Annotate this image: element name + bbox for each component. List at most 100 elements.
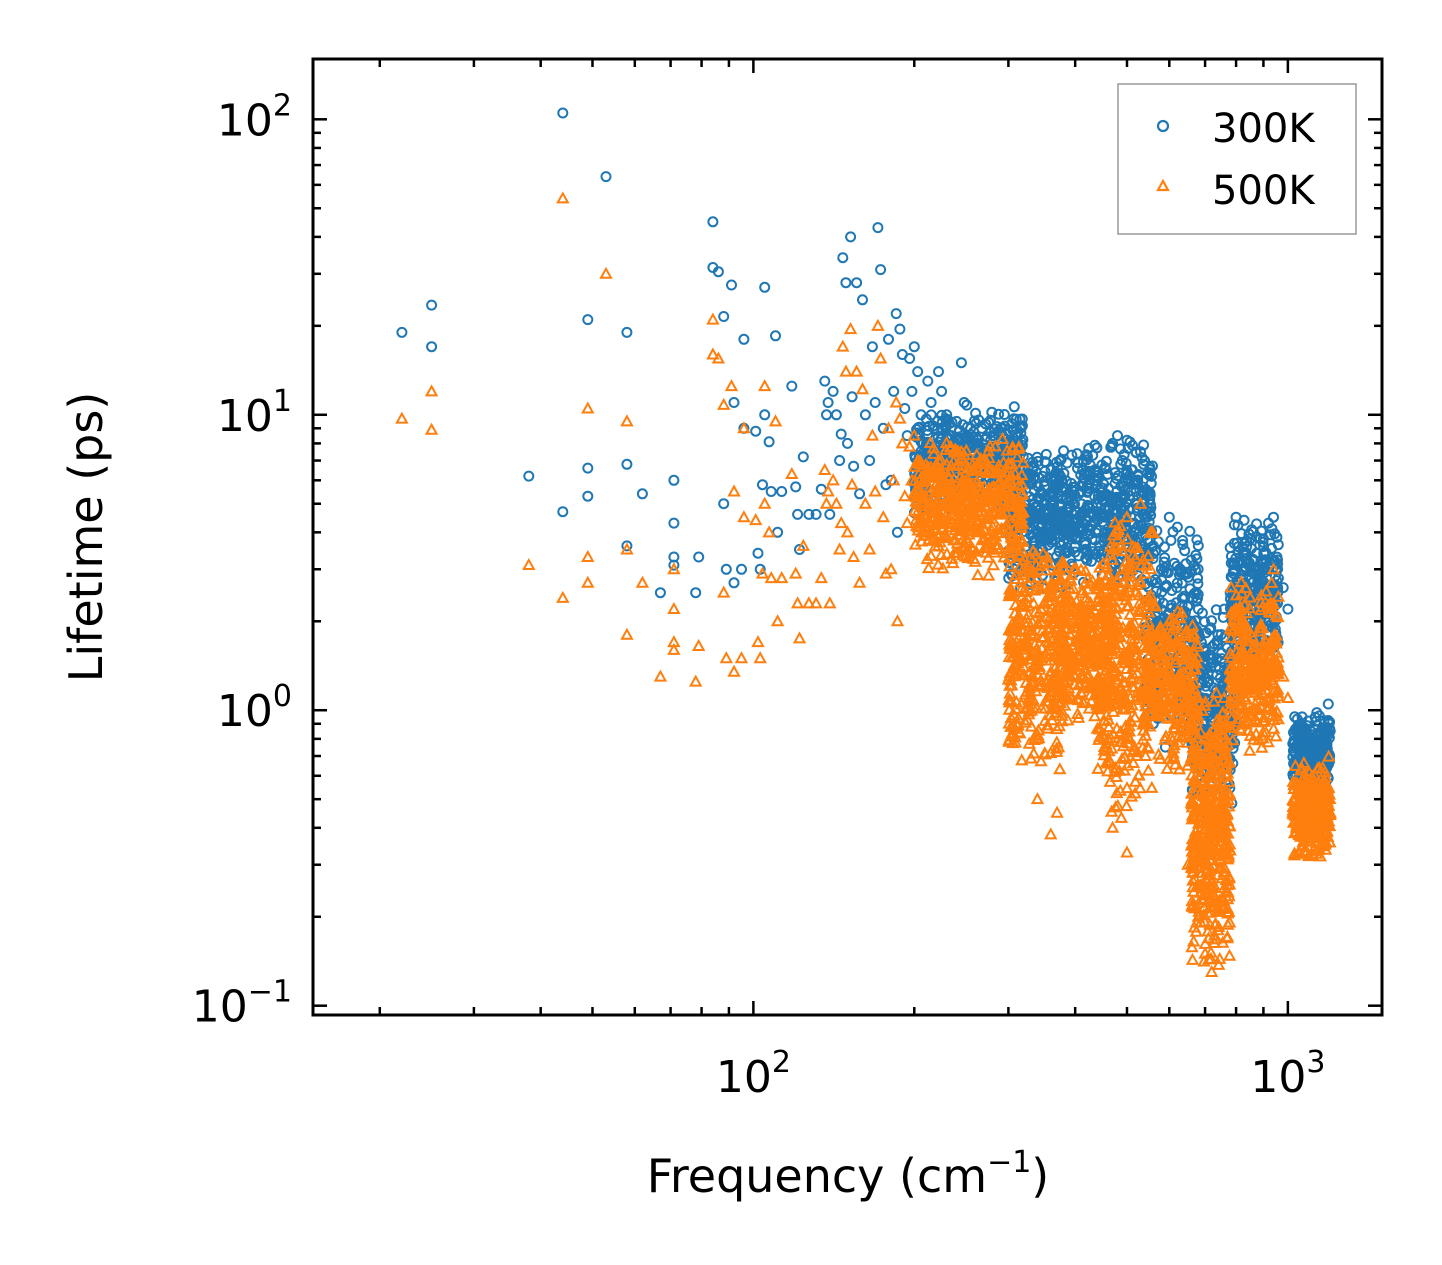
point-300K [904, 353, 916, 364]
point-300K [1069, 533, 1081, 545]
point-500K [1094, 685, 1108, 698]
point-500K [1236, 617, 1251, 630]
point-500K [927, 446, 941, 459]
point-500K [1054, 660, 1069, 673]
point-300K [925, 409, 937, 421]
point-300K [1289, 711, 1301, 723]
point-500K [977, 490, 991, 503]
point-500K [1113, 637, 1127, 650]
point-500K [1020, 713, 1035, 726]
point-500K [1220, 901, 1235, 914]
point-500K [1097, 691, 1112, 704]
point-300K [822, 397, 834, 408]
point-500K [986, 479, 1001, 492]
point-300K [1132, 470, 1144, 482]
point-500K [956, 516, 971, 529]
point-500K [1222, 775, 1236, 788]
point-300K [1231, 537, 1243, 549]
point-500K [922, 497, 937, 511]
point-300K [1159, 552, 1171, 564]
point-500K [907, 485, 922, 498]
point-300K [654, 587, 666, 599]
point-500K [1111, 798, 1125, 811]
point-500K [1014, 697, 1029, 710]
point-500K [1106, 727, 1121, 740]
point-500K [1206, 843, 1220, 856]
point-500K [1110, 786, 1124, 799]
point-500K [1014, 494, 1028, 507]
point-500K [1027, 746, 1041, 759]
point-500K [907, 503, 922, 517]
point-300K [1045, 530, 1057, 542]
point-300K [396, 326, 408, 338]
point-500K [1123, 607, 1137, 620]
point-500K [974, 503, 989, 516]
point-300K [792, 508, 804, 520]
point-500K [1220, 931, 1234, 944]
point-500K [1240, 634, 1254, 647]
point-300K [1302, 715, 1314, 727]
point-500K [943, 464, 957, 477]
point-500K [950, 475, 965, 488]
point-500K [915, 534, 929, 547]
point-300K [707, 216, 719, 228]
point-500K [1243, 625, 1257, 638]
point-500K [1066, 620, 1081, 633]
point-500K [956, 461, 970, 474]
point-500K [1244, 662, 1258, 675]
point-500K [964, 477, 979, 490]
point-500K [1187, 748, 1201, 762]
point-300K [824, 508, 836, 520]
point-300K [837, 252, 849, 264]
point-300K [772, 526, 784, 538]
point-300K [1212, 629, 1224, 641]
point-500K [1050, 649, 1064, 662]
point-500K [974, 451, 988, 464]
point-500K [1235, 648, 1249, 661]
point-500K [1167, 738, 1181, 751]
point-500K [1004, 537, 1019, 550]
point-500K [977, 463, 991, 476]
point-500K [1034, 701, 1049, 714]
point-500K [1231, 712, 1245, 725]
point-500K [1271, 589, 1286, 602]
point-500K [1255, 599, 1270, 613]
point-300K [1168, 557, 1180, 569]
point-500K [1172, 649, 1187, 662]
point-500K [1115, 702, 1130, 715]
point-500K [1009, 508, 1023, 521]
point-300K [1144, 489, 1156, 501]
point-500K [1016, 584, 1031, 597]
point-300K [1206, 615, 1217, 627]
point-500K [1097, 627, 1111, 640]
point-500K [1118, 675, 1132, 688]
point-500K [1141, 763, 1156, 776]
point-500K [991, 487, 1005, 500]
point-500K [1171, 735, 1185, 748]
point-300K [1045, 498, 1057, 510]
point-500K [910, 505, 925, 518]
point-500K [1120, 532, 1135, 545]
point-300K [951, 415, 963, 427]
point-500K [1049, 741, 1064, 754]
point-500K [1026, 700, 1040, 713]
point-500K [1084, 694, 1099, 707]
point-300K [851, 277, 863, 289]
point-300K [1035, 486, 1047, 497]
point-300K [1177, 535, 1189, 546]
point-300K [750, 425, 762, 437]
point-500K [909, 494, 923, 507]
point-300K [426, 299, 438, 311]
point-500K [1113, 783, 1128, 796]
point-500K [1122, 619, 1136, 632]
point-500K [1202, 871, 1217, 884]
point-300K [1175, 565, 1187, 576]
point-500K [1259, 652, 1274, 665]
point-500K [1173, 611, 1187, 624]
point-300K [668, 517, 680, 529]
point-500K [966, 467, 980, 480]
point-300K [1248, 562, 1260, 574]
point-500K [969, 480, 983, 493]
point-300K [1066, 449, 1078, 461]
point-300K [426, 341, 438, 353]
